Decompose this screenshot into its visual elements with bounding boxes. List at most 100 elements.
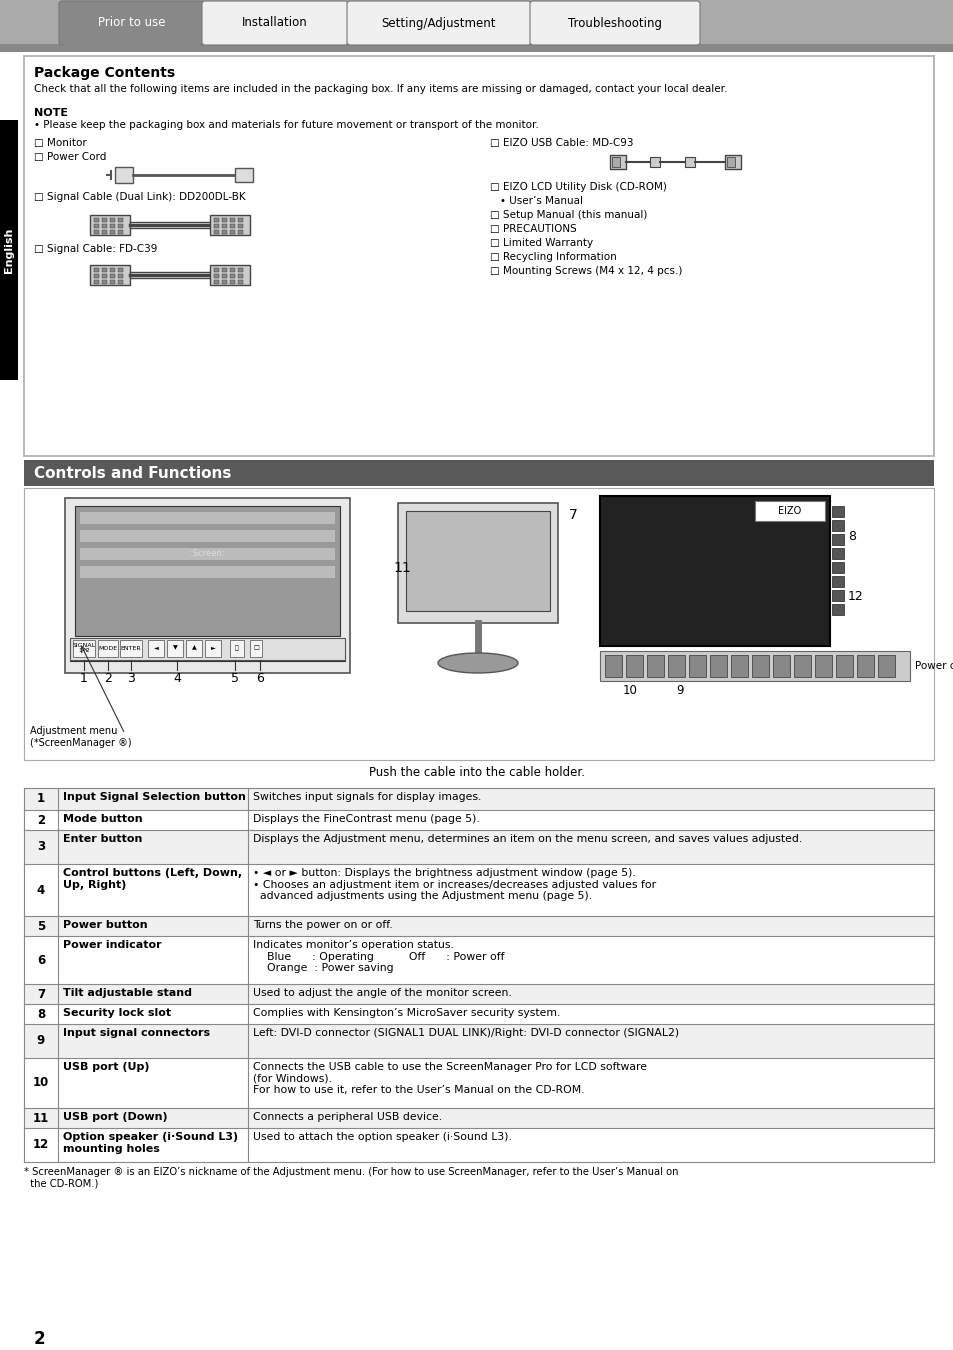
Text: 6: 6 xyxy=(37,953,45,967)
Bar xyxy=(856,655,873,676)
Bar xyxy=(213,224,219,228)
Bar xyxy=(167,640,183,657)
Bar xyxy=(222,274,227,278)
FancyBboxPatch shape xyxy=(530,1,700,45)
Bar xyxy=(625,655,642,676)
Text: 2: 2 xyxy=(104,672,112,684)
Bar xyxy=(230,224,234,228)
Bar xyxy=(230,269,234,271)
Bar xyxy=(102,279,107,284)
Text: □ EIZO LCD Utility Disk (CD-ROM): □ EIZO LCD Utility Disk (CD-ROM) xyxy=(490,182,666,192)
Text: 4: 4 xyxy=(172,672,181,684)
Text: Controls and Functions: Controls and Functions xyxy=(34,466,232,481)
Bar xyxy=(772,655,789,676)
Bar xyxy=(0,0,953,46)
Bar xyxy=(213,279,219,284)
Bar xyxy=(724,155,740,169)
Text: ◄: ◄ xyxy=(153,645,158,651)
Bar xyxy=(102,230,107,234)
Text: * ScreenManager ® is an EIZO’s nickname of the Adjustment menu. (For how to use : * ScreenManager ® is an EIZO’s nickname … xyxy=(24,1166,678,1188)
Bar xyxy=(24,1025,933,1058)
Bar xyxy=(90,265,130,285)
Bar xyxy=(110,230,115,234)
Text: Tilt adjustable stand: Tilt adjustable stand xyxy=(63,988,192,998)
Bar xyxy=(831,603,843,616)
Text: □ PRECAUTIONS: □ PRECAUTIONS xyxy=(490,224,577,234)
Bar xyxy=(110,217,115,221)
Bar xyxy=(222,217,227,221)
Text: • Please keep the packaging box and materials for future movement or transport o: • Please keep the packaging box and mate… xyxy=(34,120,538,130)
Text: 12: 12 xyxy=(32,1138,49,1152)
Bar xyxy=(98,640,118,657)
Text: Prior to use: Prior to use xyxy=(98,16,166,30)
Text: ENTER: ENTER xyxy=(121,645,141,651)
Bar xyxy=(831,520,843,531)
Bar xyxy=(110,279,115,284)
Bar xyxy=(118,279,123,284)
Bar xyxy=(110,224,115,228)
Bar xyxy=(30,490,385,757)
Bar xyxy=(604,655,621,676)
Bar xyxy=(237,269,243,271)
Bar xyxy=(222,279,227,284)
Text: Setting/Adjustment: Setting/Adjustment xyxy=(381,16,496,30)
Bar xyxy=(120,640,142,657)
Bar xyxy=(102,269,107,271)
Bar xyxy=(24,810,933,830)
Bar xyxy=(186,640,202,657)
Text: Connects a peripheral USB device.: Connects a peripheral USB device. xyxy=(253,1112,441,1122)
Bar xyxy=(0,120,18,379)
FancyBboxPatch shape xyxy=(202,1,348,45)
Text: □ Mounting Screws (M4 x 12, 4 pcs.): □ Mounting Screws (M4 x 12, 4 pcs.) xyxy=(490,266,681,275)
Bar xyxy=(0,45,953,53)
Bar xyxy=(250,640,262,657)
Bar xyxy=(24,864,933,917)
Text: 8: 8 xyxy=(37,1007,45,1021)
Text: 4: 4 xyxy=(37,883,45,896)
Bar xyxy=(94,269,99,271)
Text: English: English xyxy=(4,227,14,273)
Text: Installation: Installation xyxy=(242,16,308,30)
Bar xyxy=(612,157,619,167)
Bar xyxy=(118,217,123,221)
Bar xyxy=(649,157,659,167)
Text: □ Limited Warranty: □ Limited Warranty xyxy=(490,238,593,248)
Bar xyxy=(80,531,335,541)
Text: Check that all the following items are included in the packaging box. If any ite: Check that all the following items are i… xyxy=(34,84,726,95)
Text: Used to attach the option speaker (i·Sound L3).: Used to attach the option speaker (i·Sou… xyxy=(253,1133,512,1142)
Bar xyxy=(234,167,253,182)
Bar xyxy=(599,651,909,680)
Bar xyxy=(24,487,933,760)
Text: □ Power Cord: □ Power Cord xyxy=(34,153,107,162)
Bar xyxy=(64,38,200,49)
Bar xyxy=(80,566,335,578)
Text: Switches input signals for display images.: Switches input signals for display image… xyxy=(253,792,481,802)
Text: :Screen:: :Screen: xyxy=(190,548,224,558)
Text: 3: 3 xyxy=(37,841,45,853)
Bar xyxy=(24,917,933,936)
Text: 1: 1 xyxy=(80,672,88,684)
Bar xyxy=(24,984,933,1004)
Bar xyxy=(230,230,234,234)
Bar xyxy=(831,576,843,587)
Text: Power button: Power button xyxy=(63,919,148,930)
Text: ▼: ▼ xyxy=(172,645,177,651)
Bar xyxy=(65,498,350,674)
Text: Control buttons (Left, Down,
Up, Right): Control buttons (Left, Down, Up, Right) xyxy=(63,868,242,890)
Text: 8: 8 xyxy=(847,529,855,543)
Text: 2: 2 xyxy=(37,814,45,826)
Bar xyxy=(831,506,843,517)
Bar xyxy=(94,274,99,278)
Bar xyxy=(110,274,115,278)
Text: Troubleshooting: Troubleshooting xyxy=(567,16,661,30)
Text: □: □ xyxy=(253,645,258,651)
Bar xyxy=(230,217,234,221)
Text: □ Signal Cable (Dual Link): DD200DL-BK: □ Signal Cable (Dual Link): DD200DL-BK xyxy=(34,192,245,202)
Text: 11: 11 xyxy=(393,562,411,575)
Bar xyxy=(110,269,115,271)
Bar xyxy=(835,655,852,676)
Bar xyxy=(210,215,250,235)
Bar xyxy=(793,655,810,676)
Text: Left: DVI-D connector (SIGNAL1 DUAL LINK)/Right: DVI-D connector (SIGNAL2): Left: DVI-D connector (SIGNAL1 DUAL LINK… xyxy=(253,1027,679,1038)
Bar xyxy=(24,830,933,864)
